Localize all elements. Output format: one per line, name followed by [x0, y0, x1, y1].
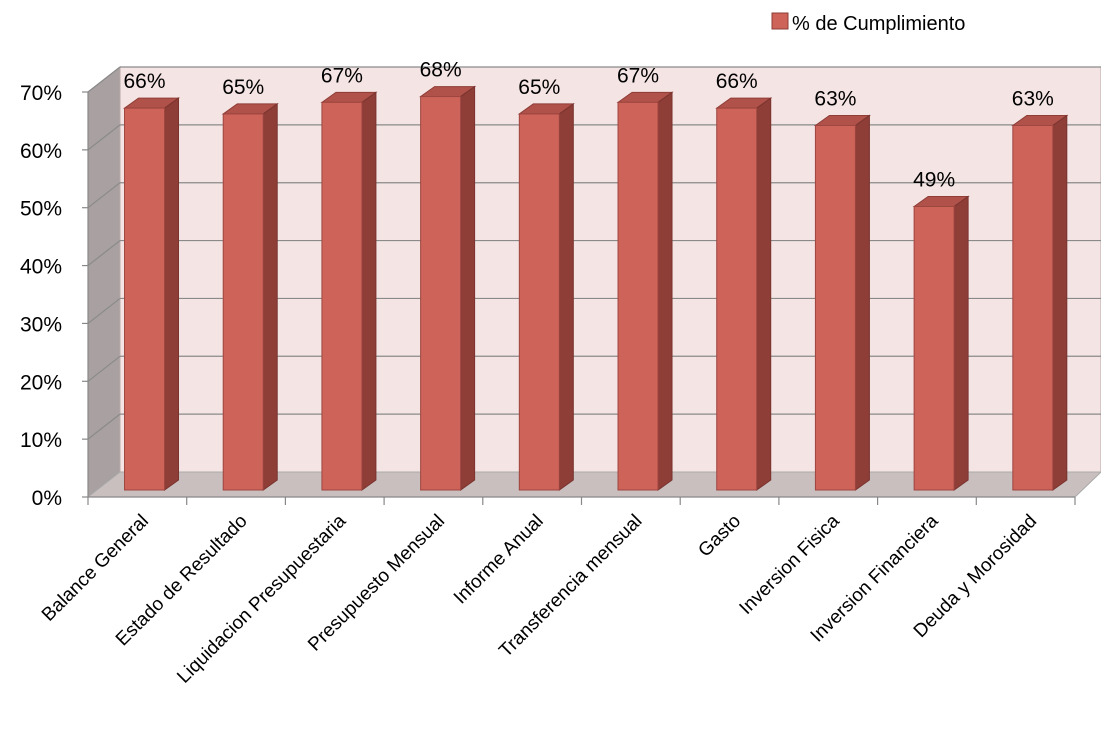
bar-side — [1052, 114, 1068, 491]
bar — [122, 97, 181, 491]
data-label: 68% — [420, 59, 462, 82]
bar-side — [164, 97, 180, 491]
gridline-side — [87, 413, 121, 440]
bar-front — [222, 113, 264, 491]
bar — [221, 102, 279, 491]
bar-front — [716, 107, 758, 491]
bar — [517, 102, 575, 491]
side-wall — [87, 65, 121, 499]
bar-front — [420, 96, 462, 491]
data-labels: 66% 65% 67% 68% 65% 67% 66% 63% 49% 63% — [124, 59, 1054, 192]
bar-side — [756, 97, 772, 491]
category-label: Balance General — [38, 511, 153, 626]
category-label: Inversion Fisica — [736, 510, 844, 618]
data-label: 65% — [518, 76, 560, 99]
y-tick-label: 30% — [20, 313, 62, 336]
gridline-side — [87, 182, 121, 209]
legend-swatch — [771, 12, 789, 30]
bar-front — [1012, 125, 1054, 491]
bar-side — [558, 102, 574, 491]
bar — [715, 97, 773, 491]
bar-front — [124, 107, 166, 491]
bar — [616, 91, 674, 491]
bar — [813, 114, 871, 491]
legend-label: % de Cumplimiento — [792, 13, 965, 35]
data-label: 63% — [814, 88, 856, 111]
gridline-side — [87, 124, 121, 151]
bar — [320, 91, 378, 491]
bar-front — [617, 101, 659, 491]
legend: % de Cumplimiento — [771, 12, 965, 35]
bar-front — [321, 101, 363, 491]
y-tick-label: 20% — [20, 371, 62, 394]
y-tick-label: 10% — [20, 429, 62, 452]
bar-side — [361, 91, 377, 491]
data-label: 66% — [716, 70, 758, 93]
gridline-side — [87, 355, 121, 382]
x-axis — [87, 496, 1076, 505]
bar-side — [953, 195, 969, 491]
data-label: 66% — [124, 70, 166, 93]
category-label: Gasto — [694, 511, 745, 562]
bar-side — [460, 85, 476, 491]
bars — [122, 85, 1069, 491]
gridline-side — [87, 297, 121, 324]
bar — [1011, 114, 1069, 491]
data-label: 63% — [1012, 88, 1054, 111]
y-tick-label: 70% — [20, 82, 62, 105]
bar-side — [262, 102, 278, 491]
data-label: 65% — [222, 76, 264, 99]
bar — [912, 195, 970, 491]
bar-front — [518, 113, 560, 491]
bar-front — [814, 125, 856, 491]
bar-side — [657, 91, 673, 491]
gridline-side — [87, 240, 121, 267]
gridline-side — [87, 66, 121, 93]
bar — [419, 85, 477, 491]
bar-front — [913, 206, 955, 491]
data-label: 67% — [617, 64, 659, 87]
y-tick-label: 0% — [32, 487, 62, 510]
bar-side — [854, 114, 870, 491]
data-label: 67% — [321, 64, 363, 87]
data-label: 49% — [913, 169, 955, 192]
y-tick-label: 50% — [20, 198, 62, 221]
y-tick-label: 60% — [20, 140, 62, 163]
category-label: Liquidacion Presupuestaria — [173, 510, 350, 687]
category-label: Informe Anual — [450, 511, 548, 609]
y-tick-label: 40% — [20, 256, 62, 279]
y-axis: 0% 10% 20% 30% 40% 50% 60% 70% — [20, 82, 89, 510]
